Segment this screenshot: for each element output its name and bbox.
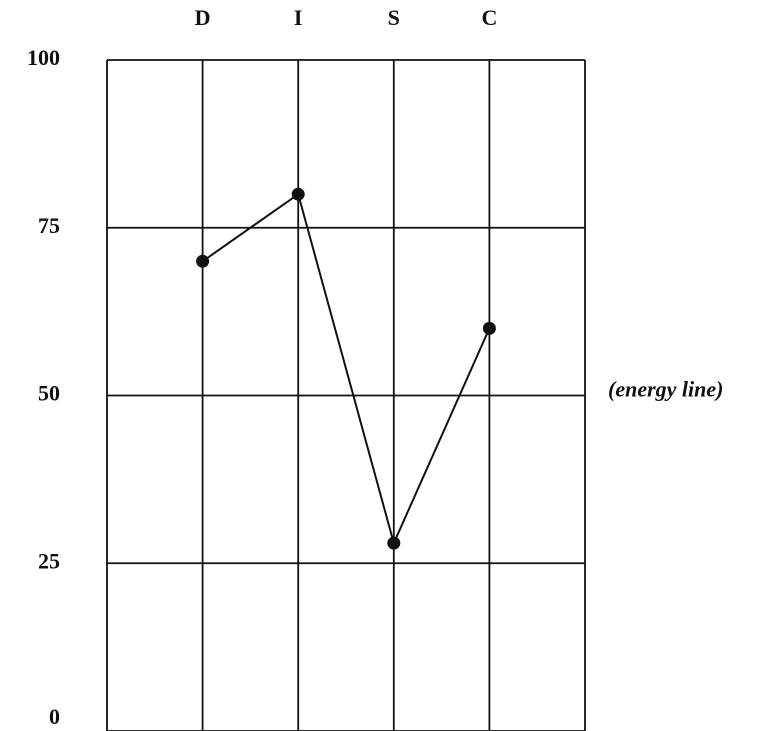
page: {"chart_data": {"type": "line", "categor… xyxy=(0,0,775,731)
data-point xyxy=(292,188,305,201)
y-tick-label: 0 xyxy=(49,704,60,729)
data-point xyxy=(387,537,400,550)
y-tick-label: 75 xyxy=(38,213,60,238)
y-tick-label: 50 xyxy=(38,381,60,406)
annotation: (energy line) xyxy=(608,377,723,402)
x-tick-label: S xyxy=(388,5,400,30)
x-tick-label: D xyxy=(195,5,211,30)
data-line xyxy=(203,194,490,543)
data-point xyxy=(196,255,209,268)
data-point xyxy=(483,322,496,335)
chart: (energy line) 0 25 50 75 100 D I S C xyxy=(0,0,775,731)
y-tick-label: 100 xyxy=(27,45,60,70)
x-tick-label: C xyxy=(481,5,497,30)
y-tick-label: 25 xyxy=(38,548,60,573)
x-tick-label: I xyxy=(294,5,303,30)
